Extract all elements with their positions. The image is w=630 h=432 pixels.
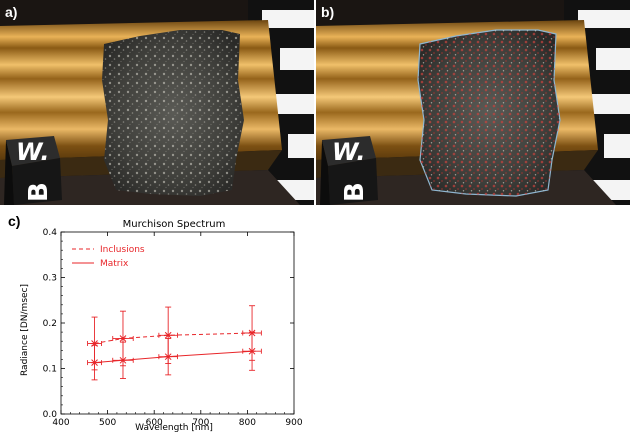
legend-label-matrix: Matrix — [100, 259, 129, 269]
data-point — [119, 335, 127, 342]
data-point — [119, 356, 127, 364]
axis-ticks: 400 500 600 700 800 900 0.0 0.1 0.2 0.3 0.4 — [43, 228, 303, 428]
cube-letter-w-b: W. — [332, 138, 366, 166]
data-point — [91, 359, 99, 366]
meteorite-photo-a: W. B — [0, 0, 314, 205]
y-axis-label: Radiance [DN/msec] — [20, 284, 30, 376]
y-tick-label: 0.4 — [43, 228, 58, 238]
x-tick-label: 900 — [285, 418, 302, 428]
panel-label-a: a) — [5, 4, 18, 20]
series-line — [94, 350, 253, 364]
series-layer — [87, 305, 262, 381]
y-tick-label: 0.1 — [43, 365, 57, 375]
y-tick-label: 0.3 — [43, 274, 57, 284]
spectrum-chart: Murchison Spectrum Wavelength [nm] Radia… — [20, 219, 303, 432]
series-line — [94, 332, 253, 344]
photo-panel-a: W. B a) — [0, 0, 314, 205]
x-tick-label: 800 — [239, 418, 256, 428]
x-tick-label: 600 — [146, 418, 163, 428]
x-tick-label: 700 — [192, 418, 209, 428]
data-point — [248, 347, 256, 355]
legend-label-inclusions: Inclusions — [100, 245, 145, 255]
x-tick-label: 500 — [99, 418, 116, 428]
cube-letter-b-a: B — [24, 182, 54, 202]
panel-label-c: c) — [8, 213, 21, 229]
y-tick-label: 0.0 — [43, 410, 58, 420]
legend: Inclusions Matrix — [72, 245, 145, 269]
scale-cube-a — [4, 136, 62, 205]
series-matrix — [87, 331, 262, 381]
cube-letter-b-b: B — [340, 182, 370, 202]
meteorite-photo-b: W. B — [316, 0, 630, 205]
x-tick-label: 400 — [52, 418, 69, 428]
y-tick-label: 0.2 — [43, 319, 57, 329]
panel-label-b: b) — [321, 4, 335, 20]
scale-cube-b — [320, 136, 378, 205]
chart-title: Murchison Spectrum — [123, 219, 226, 230]
cube-letter-w-a: W. — [16, 138, 50, 166]
data-point — [164, 331, 172, 339]
data-point — [164, 353, 172, 361]
plot-frame — [60, 231, 295, 415]
photo-panel-b: W. B b) — [316, 0, 630, 205]
inclusion-overlay — [418, 30, 560, 196]
x-axis-label: Wavelength [nm] — [135, 423, 213, 432]
